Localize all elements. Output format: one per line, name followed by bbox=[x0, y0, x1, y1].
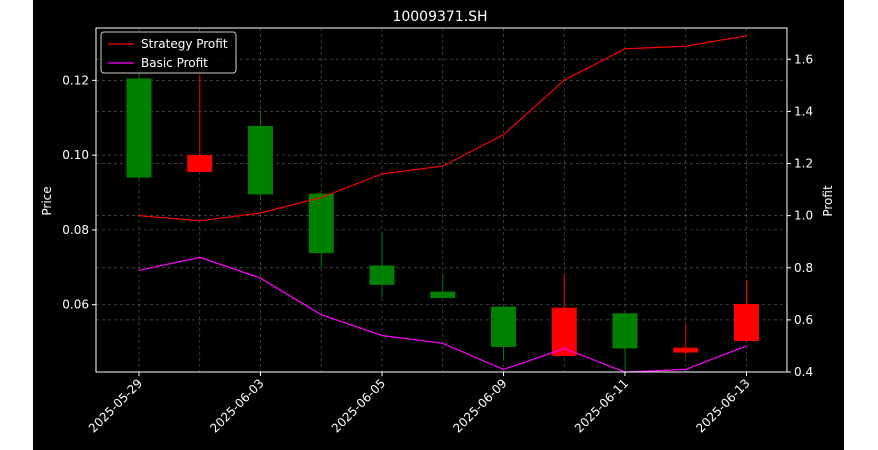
legend-basic-label: Basic Profit bbox=[141, 56, 208, 70]
y-right-tick-label: 0.6 bbox=[794, 313, 813, 327]
profit-lines bbox=[138, 35, 747, 373]
y-left-tick-label: 0.06 bbox=[62, 298, 89, 312]
y-right-tick-label: 0.4 bbox=[794, 365, 813, 379]
y-left-tick-label: 0.12 bbox=[62, 73, 89, 87]
y-right-tick-label: 1.6 bbox=[794, 52, 813, 66]
x-tick-label: 2025-06-05 bbox=[329, 376, 388, 435]
axes: 0.06 0.08 0.10 0.12 0.4 0.6 0.8 1.0 1.2 1.4 1.6 202… bbox=[62, 27, 813, 435]
x-tick-label: 2025-05-29 bbox=[86, 376, 145, 435]
candle-body bbox=[430, 291, 456, 298]
strategy-profit-line bbox=[138, 35, 747, 222]
basic-profit-line bbox=[138, 256, 747, 373]
y-left-tick-label: 0.08 bbox=[62, 223, 89, 237]
x-tick-label: 2025-06-03 bbox=[207, 376, 266, 435]
x-tick-label: 2025-06-11 bbox=[572, 376, 631, 435]
candle-body bbox=[126, 78, 152, 178]
x-tick-label: 2025-06-13 bbox=[693, 376, 752, 435]
y-axis-label-left: Price bbox=[40, 186, 54, 215]
figure-background bbox=[33, 0, 844, 450]
chart-title: 10009371.SH bbox=[392, 9, 487, 25]
plot-frame bbox=[95, 27, 788, 373]
candle-body bbox=[187, 155, 213, 172]
y-right-tick-label: 1.4 bbox=[794, 104, 813, 118]
y-right-tick-label: 0.8 bbox=[794, 261, 813, 275]
y-axis-label-right: Profit bbox=[821, 185, 835, 217]
candle-body bbox=[551, 307, 577, 356]
candle-body bbox=[491, 306, 516, 347]
candle-body bbox=[673, 347, 699, 353]
candle-body bbox=[369, 265, 395, 285]
candles bbox=[126, 71, 759, 371]
legend: Strategy Profit Basic Profit bbox=[100, 31, 237, 74]
candle-body bbox=[612, 313, 638, 349]
legend-strategy-label: Strategy Profit bbox=[141, 37, 228, 51]
candle-body bbox=[734, 303, 759, 341]
candle-body bbox=[308, 193, 334, 254]
x-tick-label: 2025-06-09 bbox=[450, 376, 509, 435]
candle-body bbox=[248, 125, 273, 195]
y-left-tick-label: 0.10 bbox=[62, 148, 89, 162]
y-right-tick-label: 1.0 bbox=[794, 209, 813, 223]
legend-box bbox=[100, 31, 237, 74]
y-right-tick-label: 1.2 bbox=[794, 157, 813, 171]
